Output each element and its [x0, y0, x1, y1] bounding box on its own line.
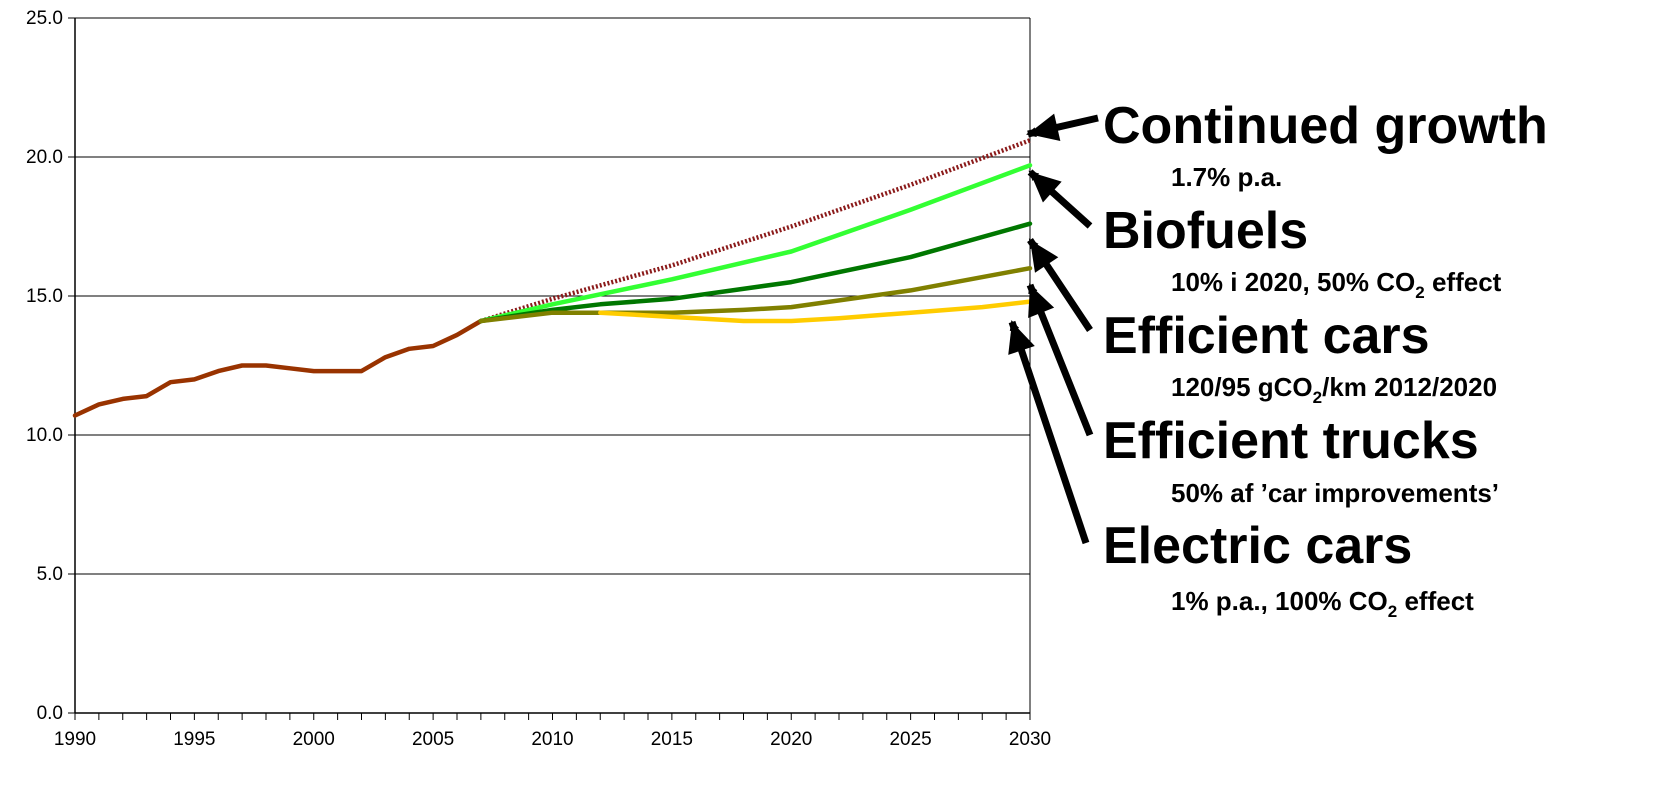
annotation-subscript: 2 [1388, 602, 1397, 621]
x-tick-label: 2015 [651, 729, 693, 750]
annotation-title: Continued growth [1103, 97, 1548, 155]
annotation-subtitle: 120/95 gCO2/km 2012/2020 [1171, 372, 1497, 407]
annotation-arrows [1008, 113, 1099, 545]
series-line-continued-growth [480, 138, 1031, 324]
annotation-subtitle-part: 10% i 2020, 50% CO [1171, 267, 1415, 297]
annotations: Continued growth 1.7% p.a. Biofuels 10% i 2… [1103, 97, 1548, 621]
annotation-subtitle-part: 50% af ’car improvements’ [1171, 478, 1499, 508]
annotation-title: Efficient trucks [1103, 412, 1479, 470]
annotation-title: Efficient cars [1103, 307, 1430, 365]
x-tick-label: 1990 [54, 729, 96, 750]
annotation-group: Biofuels 10% i 2020, 50% CO2 effect [1103, 202, 1502, 302]
y-tick-label: 0.0 [37, 703, 63, 724]
annotation-arrowhead [1008, 322, 1035, 355]
x-tick-label: 2005 [412, 729, 454, 750]
annotation-subtitle-part: effect [1397, 586, 1474, 616]
annotation-arrow [1008, 320, 1090, 545]
annotation-subtitle-part: effect [1425, 267, 1502, 297]
axes: 0.0 5.0 10.0 15.0 20.0 25.0 1990 1995 2000 2005 20… [26, 8, 1051, 750]
y-tick-label: 20.0 [26, 147, 63, 168]
series-line-efficient-cars [478, 221, 1033, 324]
y-tick-label: 10.0 [26, 425, 63, 446]
annotation-subtitle-part: /km 2012/2020 [1322, 372, 1497, 402]
annotation-subscript: 2 [1313, 388, 1322, 407]
annotation-subtitle-part: 120/95 gCO [1171, 372, 1313, 402]
annotation-subtitle: 50% af ’car improvements’ [1171, 478, 1499, 508]
series-lines [72, 138, 1033, 418]
x-tick-label: 2030 [1009, 729, 1051, 750]
annotation-subtitle: 1% p.a., 100% CO2 effect [1171, 586, 1474, 621]
y-tick-label: 25.0 [26, 8, 63, 29]
annotation-title: Biofuels [1103, 202, 1308, 260]
x-tick-label: 2020 [770, 729, 812, 750]
annotation-group: Continued growth 1.7% p.a. [1103, 97, 1548, 192]
x-tick-label: 2025 [889, 729, 931, 750]
annotation-group: Efficient cars 120/95 gCO2/km 2012/2020 [1103, 307, 1497, 407]
series-line-historical [72, 318, 484, 418]
y-tick-label: 15.0 [26, 286, 63, 307]
x-tick-label: 2000 [293, 729, 335, 750]
annotation-subtitle-part: 1% p.a., 100% CO [1171, 586, 1388, 616]
annotation-title: Electric cars [1103, 517, 1412, 575]
x-tick-label: 1995 [173, 729, 215, 750]
annotation-subtitle: 10% i 2020, 50% CO2 effect [1171, 267, 1502, 302]
series-line-electric-cars [598, 299, 1033, 324]
series-line-efficient-trucks [478, 265, 1033, 324]
annotation-arrowhead [1028, 113, 1061, 141]
series-line-biofuels [478, 163, 1033, 324]
annotation-subtitle-part: 1.7% p.a. [1171, 162, 1282, 192]
x-tick-label: 2010 [531, 729, 573, 750]
annotation-arrowhead [1028, 285, 1055, 319]
annotation-subscript: 2 [1415, 283, 1424, 302]
gridlines [75, 17, 1030, 575]
annotation-arrowhead [1030, 172, 1062, 203]
annotation-group: Efficient trucks 50% af ’car improvements… [1103, 412, 1499, 508]
annotation-subtitle: 1.7% p.a. [1171, 162, 1282, 192]
annotation-group: Electric cars 1% p.a., 100% CO2 effect [1103, 517, 1474, 621]
y-tick-label: 5.0 [37, 564, 63, 585]
annotation-arrowhead [1030, 240, 1059, 273]
